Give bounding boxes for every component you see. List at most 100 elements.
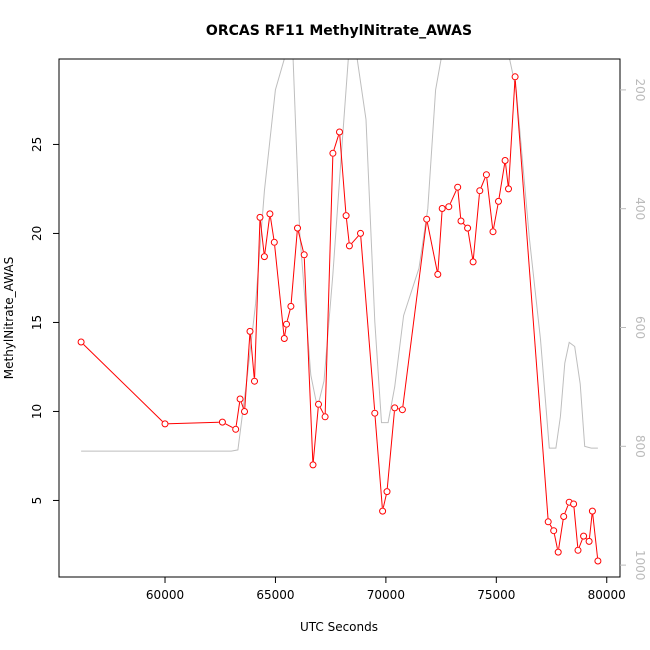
- data-point: [438, 205, 446, 212]
- data-point: [260, 253, 268, 261]
- series-segment: [244, 334, 251, 409]
- series-segment: [235, 402, 241, 426]
- y-tick-label: 20: [30, 226, 44, 241]
- data-point: [482, 171, 490, 179]
- series-segment: [351, 235, 359, 244]
- data-point: [280, 335, 288, 342]
- data-point: [270, 238, 278, 246]
- series-segment: [493, 204, 499, 229]
- x-tick-label: 70000: [367, 588, 405, 602]
- chart-title: ORCAS RF11 MethylNitrate_AWAS: [206, 23, 472, 39]
- series-segment: [505, 163, 509, 186]
- data-point: [232, 425, 240, 433]
- data-point: [489, 228, 497, 236]
- data-point: [300, 251, 308, 259]
- series-segment: [498, 163, 506, 199]
- y-tick-label: 10: [30, 404, 44, 419]
- y2-tick-label: 600: [633, 316, 647, 339]
- series-segment: [486, 178, 494, 229]
- series-segment: [274, 245, 285, 336]
- x-tick-label: 60000: [146, 588, 184, 602]
- series-segment: [472, 194, 480, 259]
- y-axis-label: MethylNitrate_AWAS: [2, 257, 16, 379]
- secondary-y-axis: 200 400 600 800 1000: [620, 78, 647, 580]
- y-tick-label: 5: [30, 497, 44, 505]
- series-segment: [402, 222, 427, 407]
- data-point: [445, 203, 453, 211]
- series-segment: [589, 514, 593, 538]
- data-point: [554, 548, 562, 556]
- data-point: [336, 128, 343, 136]
- data-point: [315, 400, 322, 408]
- series-segment: [346, 219, 350, 243]
- data-point: [501, 157, 509, 164]
- data-point: [342, 212, 350, 220]
- series-segment: [259, 220, 265, 254]
- y2-tick-label: 800: [633, 435, 647, 458]
- data-point: [357, 229, 364, 237]
- x-tick-label: 65000: [256, 588, 294, 602]
- series-segment: [270, 217, 275, 239]
- series-segment: [333, 135, 339, 151]
- data-point: [77, 338, 85, 346]
- secondary-series-layer: [81, 58, 598, 452]
- x-axis: 60000 65000 70000 75000 80000: [146, 577, 626, 602]
- data-point: [345, 242, 353, 250]
- series-segment: [514, 80, 549, 519]
- series-segment: [585, 538, 587, 540]
- data-point: [550, 527, 558, 535]
- series-segment: [467, 231, 474, 259]
- series-segment: [549, 524, 553, 528]
- series-segment: [592, 514, 598, 558]
- series-segment: [290, 231, 298, 303]
- series-segment: [312, 407, 319, 462]
- series-segment: [463, 223, 466, 226]
- data-point: [309, 461, 317, 469]
- series-segment: [254, 220, 261, 378]
- data-point: [256, 213, 264, 221]
- series-segment: [374, 416, 383, 508]
- data-point: [379, 507, 387, 515]
- data-point: [588, 507, 596, 515]
- data-point: [241, 408, 248, 415]
- data-point: [454, 183, 462, 191]
- y2-tick-label: 200: [633, 78, 647, 101]
- series-segment: [386, 411, 395, 489]
- data-point: [287, 302, 295, 310]
- series-segment: [240, 402, 244, 409]
- series-segment: [264, 217, 270, 254]
- series-segment: [508, 80, 516, 186]
- series-segment: [83, 344, 163, 422]
- data-point: [505, 185, 512, 193]
- x-tick-label: 80000: [588, 588, 626, 602]
- data-point: [383, 488, 391, 496]
- y-tick-label: 25: [30, 137, 44, 152]
- y-axis: 5 10 15 20 25: [30, 137, 59, 505]
- data-point: [329, 149, 337, 157]
- data-point: [251, 377, 258, 385]
- data-point: [574, 546, 582, 554]
- data-point: [161, 420, 169, 428]
- series-segment: [303, 258, 314, 462]
- data-point: [398, 406, 406, 414]
- data-point: [544, 518, 552, 526]
- data-point: [560, 513, 568, 520]
- data-point: [580, 532, 588, 540]
- plot-frame: [58, 58, 621, 578]
- series-segment: [360, 236, 376, 410]
- data-point: [283, 320, 290, 328]
- series-segment: [578, 539, 583, 548]
- data-point: [423, 215, 431, 223]
- data-point: [434, 270, 442, 278]
- series-segment: [284, 327, 287, 336]
- series-segment: [319, 407, 324, 414]
- data-point: [464, 224, 472, 232]
- data-point: [246, 327, 254, 335]
- series-segment: [437, 211, 443, 271]
- series-layer: [77, 73, 602, 565]
- series-segment: [382, 494, 387, 508]
- data-point: [570, 500, 578, 508]
- data-point: [371, 409, 379, 417]
